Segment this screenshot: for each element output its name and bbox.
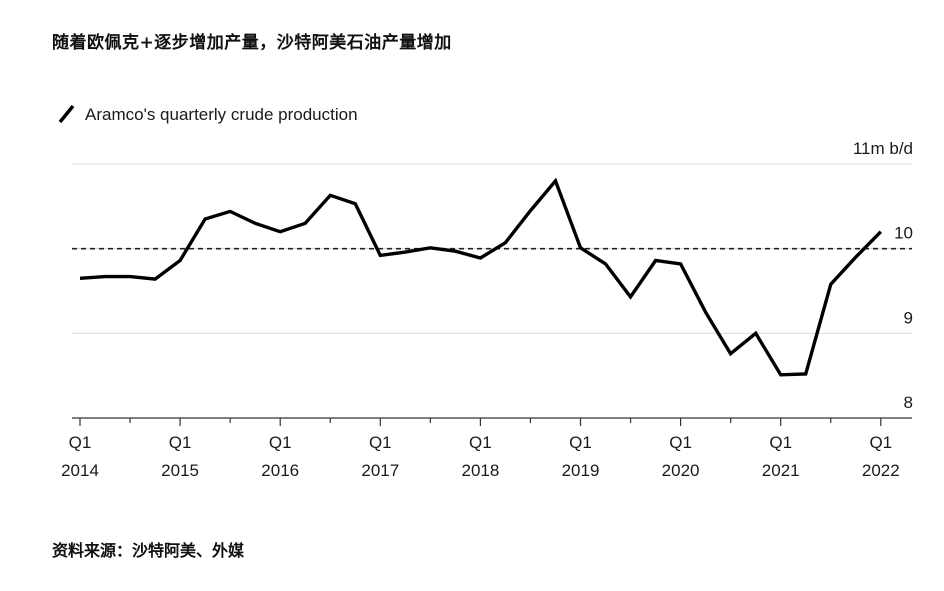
x-tick-year-2015: 2015	[161, 461, 199, 480]
x-tick-quarter-2022: Q1	[869, 433, 892, 452]
legend-swatch	[58, 104, 75, 124]
legend: Aramco's quarterly crude production	[58, 104, 358, 124]
x-tick-quarter-2017: Q1	[369, 433, 392, 452]
x-tick-year-2020: 2020	[662, 461, 700, 480]
chart-headline: 随着欧佩克+逐步增加产量，沙特阿美石油产量增加	[52, 33, 452, 53]
y-tick-label-10: 10	[894, 224, 913, 243]
y-tick-label-9: 9	[904, 308, 913, 327]
legend-label: Aramco's quarterly crude production	[85, 105, 358, 124]
x-tick-year-2021: 2021	[762, 461, 800, 480]
y-tick-label-8: 8	[904, 393, 913, 412]
x-tick-quarter-2019: Q1	[569, 433, 592, 452]
x-tick-quarter-2018: Q1	[469, 433, 492, 452]
x-tick-quarter-2021: Q1	[769, 433, 792, 452]
x-tick-quarter-2014: Q1	[69, 433, 92, 452]
x-tick-year-2017: 2017	[361, 461, 399, 480]
series-group	[79, 177, 883, 377]
source-note: 资料来源：沙特阿美、外媒	[52, 541, 245, 560]
x-tick-quarter-2020: Q1	[669, 433, 692, 452]
x-axis: Q1 2014 Q1 2015 Q1 2016 Q1 2017 Q1 2018 Q1 2019 Q1 20…	[61, 417, 912, 480]
y-axis-labels: 11m b/d 10 9 8	[853, 139, 913, 412]
x-tick-year-2014: 2014	[61, 461, 99, 480]
x-tick-quarter-2015: Q1	[169, 433, 192, 452]
x-tick-year-2016: 2016	[261, 461, 299, 480]
x-tick-year-2022: 2022	[862, 461, 900, 480]
y-tick-label-11: 11m b/d	[853, 139, 913, 158]
x-tick-year-2018: 2018	[461, 461, 499, 480]
x-tick-year-2019: 2019	[562, 461, 600, 480]
series-line-0	[79, 177, 883, 377]
x-tick-quarter-2016: Q1	[269, 433, 292, 452]
